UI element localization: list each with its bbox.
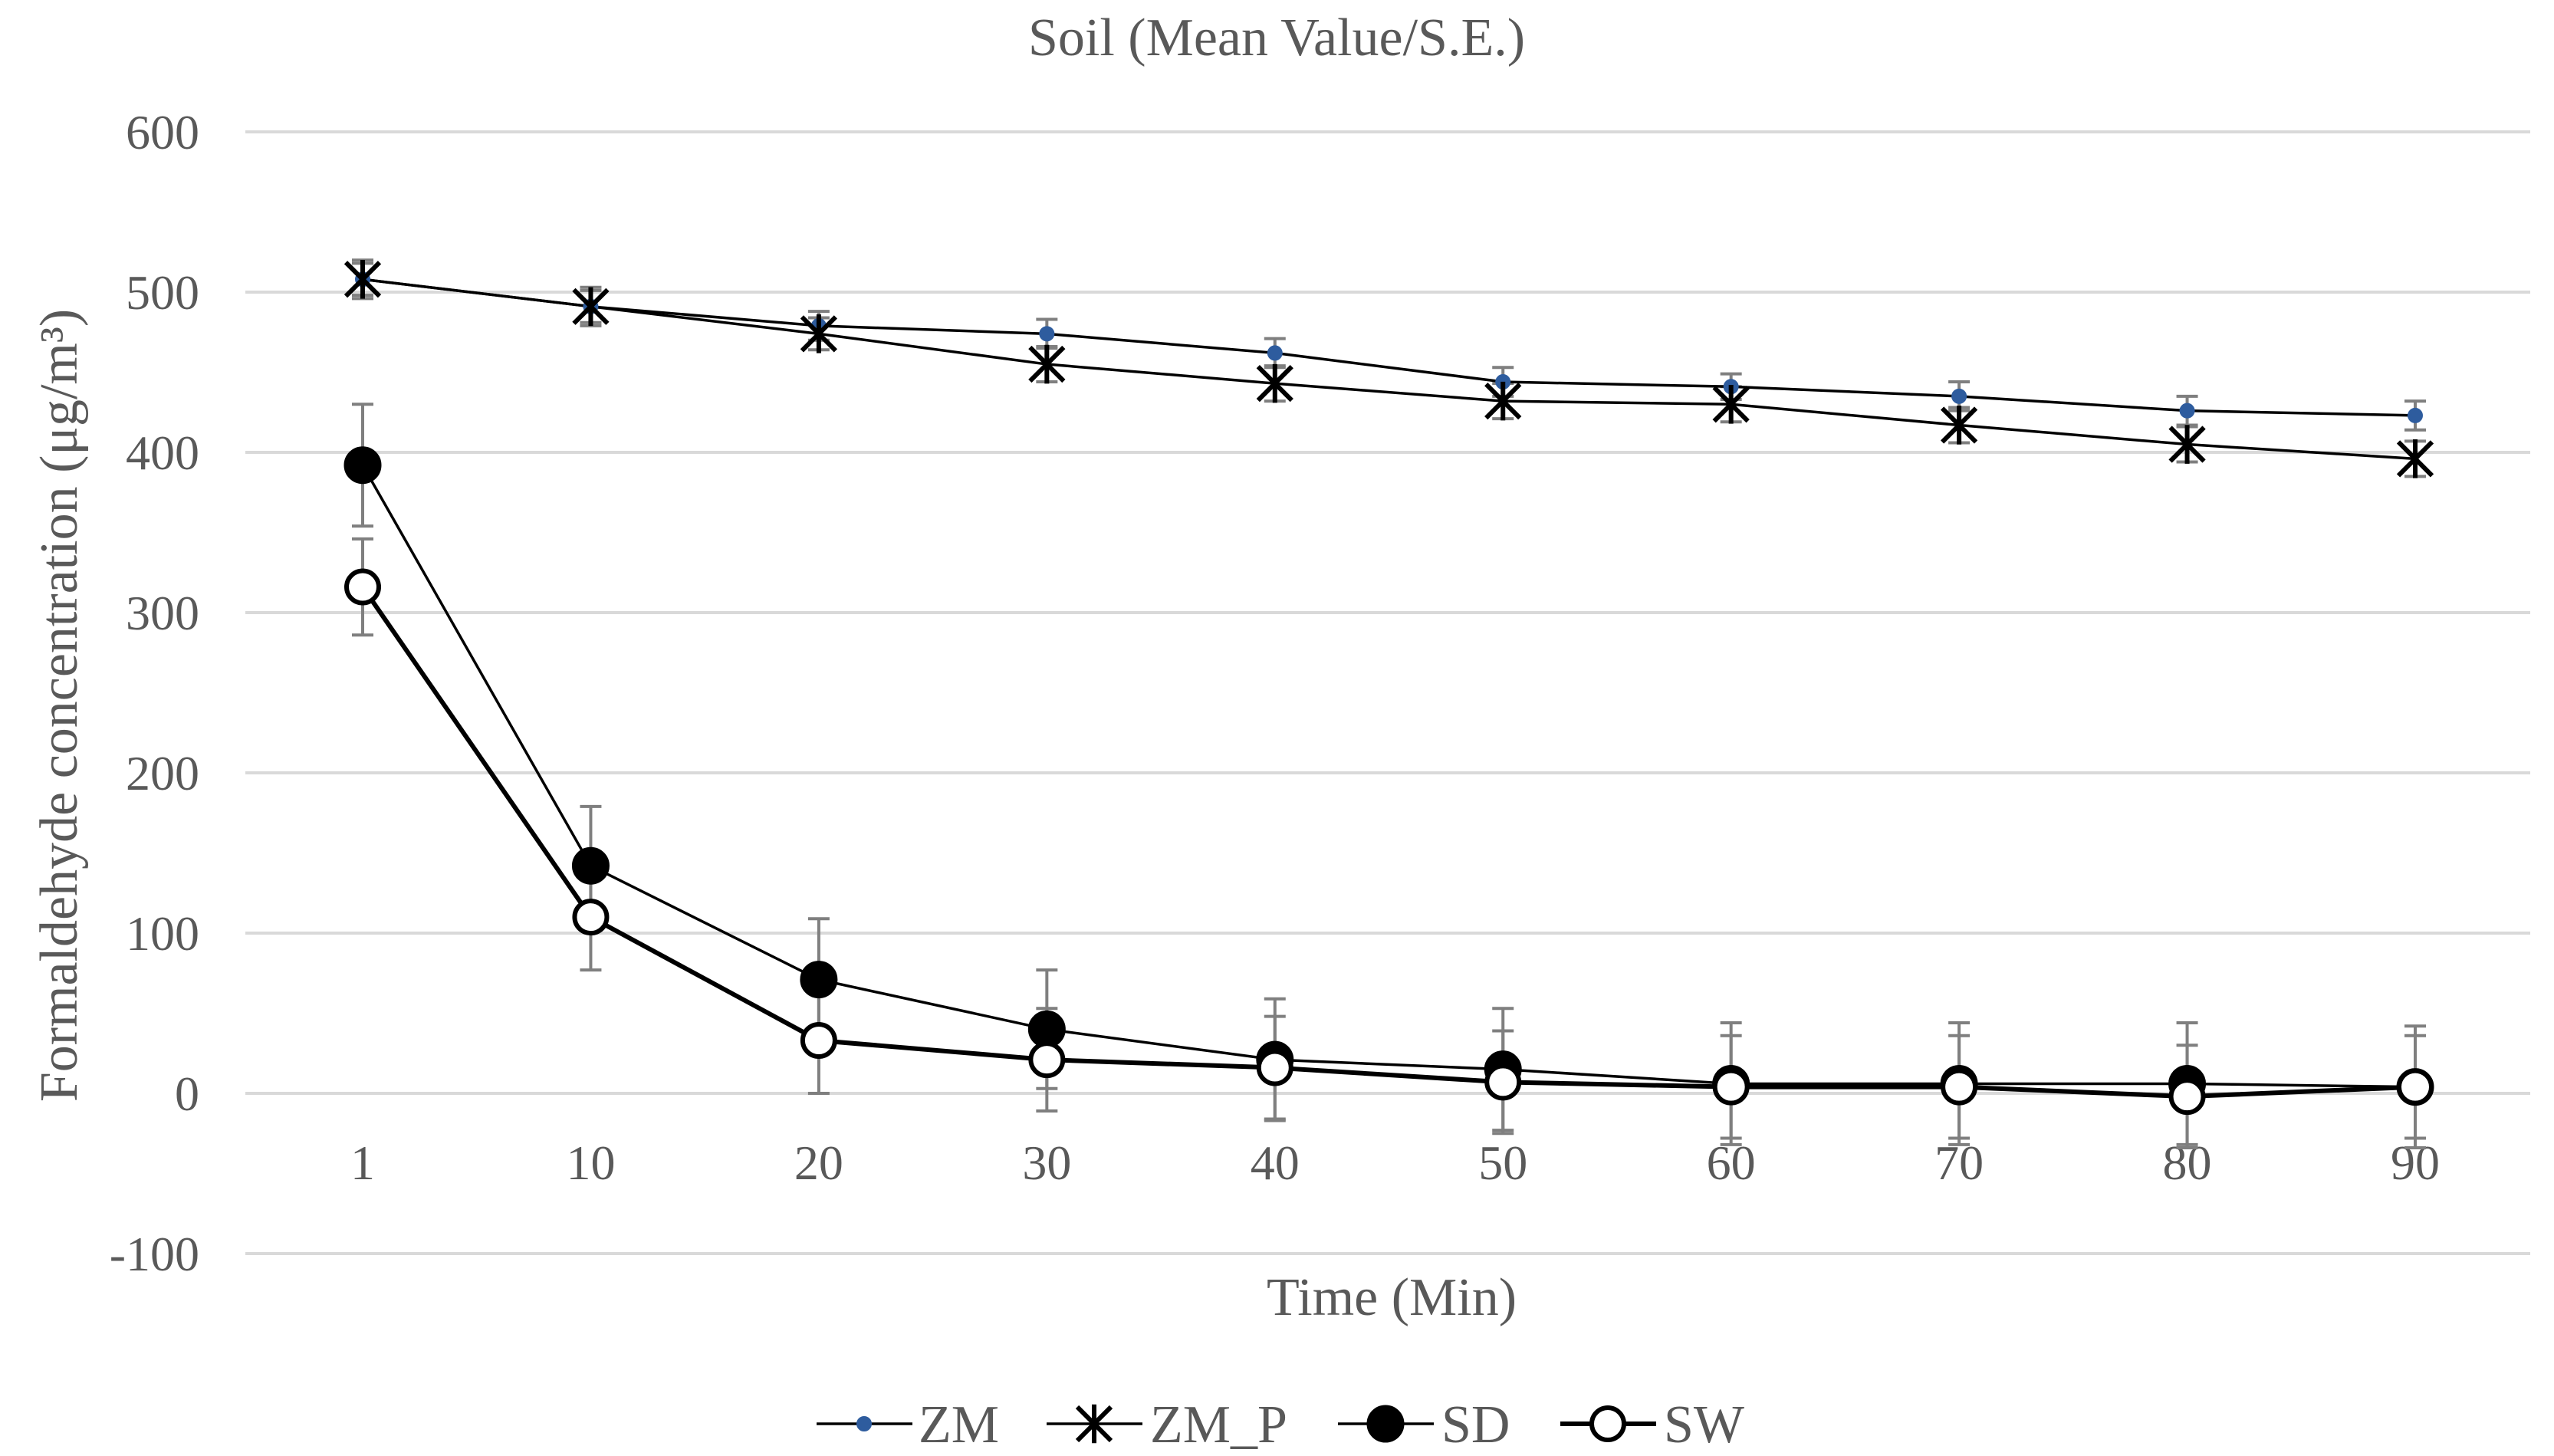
y-tick-label: 100 [126, 906, 199, 961]
y-tick-label: 500 [126, 265, 199, 320]
series-line [360, 585, 2416, 1099]
data-point [572, 287, 610, 327]
y-axis-label: Formaldehyde concentration (μg/m³) [30, 309, 89, 1102]
x-axis-label: Time (Min) [1267, 1268, 1517, 1327]
data-point [2408, 407, 2423, 423]
y-tick-label: 600 [126, 105, 199, 159]
data-point [1940, 406, 1978, 445]
data-point [1039, 326, 1055, 342]
x-tick-label: 10 [566, 1136, 615, 1190]
data-point [1256, 363, 1293, 403]
y-tick-label: 400 [126, 426, 199, 480]
data-point [1941, 1068, 1978, 1106]
series-group [343, 258, 2434, 1150]
x-tick-label: 50 [1478, 1136, 1527, 1190]
series-line [361, 464, 2416, 1089]
series-line [362, 278, 2416, 461]
data-point [1951, 388, 1967, 404]
data-point [1256, 1049, 1293, 1086]
data-point [800, 314, 838, 353]
legend-item: SD [1338, 1395, 1510, 1454]
x-tick-label: 1 [350, 1136, 375, 1190]
x-tick-label: 40 [1251, 1136, 1300, 1190]
data-point [343, 259, 382, 299]
data-point [2397, 1068, 2434, 1106]
legend-label: SD [1441, 1395, 1510, 1454]
series-line [362, 278, 2416, 417]
data-point [1484, 1063, 1522, 1101]
data-point [1028, 1041, 1066, 1079]
data-point [1027, 1010, 1066, 1048]
x-tick-labels: 1 10 20 30 40 50 60 70 80 90 [350, 1136, 2440, 1190]
data-point [2168, 1078, 2206, 1116]
legend-item: ZM_P [1047, 1395, 1287, 1454]
data-point [800, 961, 838, 999]
legend-label: ZM_P [1150, 1395, 1287, 1454]
y-tick-label: -100 [110, 1227, 199, 1281]
gridlines [245, 130, 2530, 1255]
data-point [1712, 385, 1750, 424]
y-tick-labels: -100 0 100 200 300 400 500 600 [110, 105, 199, 1281]
legend: ZM ZM_P SD SW [817, 1395, 1744, 1454]
data-point [571, 846, 610, 885]
legend-label: ZM [919, 1395, 999, 1454]
data-point [1075, 1404, 1113, 1444]
data-point [344, 568, 381, 606]
data-point [1712, 1068, 1750, 1106]
x-tick-label: 20 [794, 1136, 843, 1190]
data-point [1366, 1405, 1405, 1443]
data-point [856, 1416, 872, 1431]
legend-label: SW [1664, 1395, 1744, 1454]
data-point [1028, 344, 1066, 384]
y-tick-label: 300 [126, 586, 199, 640]
data-point [343, 446, 382, 485]
data-point [1589, 1405, 1626, 1442]
data-point [572, 899, 610, 936]
y-tick-label: 0 [175, 1067, 199, 1121]
data-point [2168, 425, 2206, 464]
x-tick-label: 30 [1022, 1136, 1071, 1190]
legend-item: SW [1560, 1395, 1744, 1454]
data-point [1267, 345, 1283, 361]
legend-item: ZM [817, 1395, 999, 1454]
chart-title: Soil (Mean Value/S.E.) [1028, 8, 1525, 67]
data-point [800, 1022, 837, 1060]
y-tick-label: 200 [126, 746, 199, 800]
data-point [2396, 439, 2434, 478]
data-point [2179, 403, 2195, 419]
data-point [1484, 381, 1522, 421]
